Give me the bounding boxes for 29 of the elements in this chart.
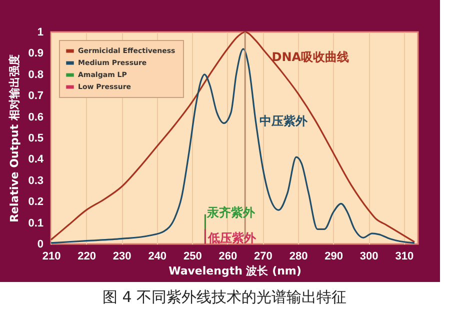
y-tick-label: 0.5 [28, 132, 44, 144]
x-axis-title: Wavelength 波长 (nm) [168, 264, 302, 278]
x-tick-label: 240 [148, 250, 167, 262]
x-tick-label: 300 [360, 250, 378, 262]
x-tick-label: 230 [112, 250, 132, 262]
annotation: 中压紫外 [260, 114, 309, 128]
annotation: 汞齐紫外 [206, 205, 256, 220]
y-axis-title: Relative Output 相对输出强度 [8, 54, 22, 222]
y-tick-label: 0.8 [28, 68, 44, 81]
caption: 图 4 不同紫外线技术的光谱输出特征 [101, 288, 348, 307]
y-tick-label: 0.9 [28, 48, 44, 60]
x-tick-label: 220 [78, 250, 96, 262]
x-tick-label: 280 [289, 250, 308, 262]
y-tick-label: 0.1 [28, 217, 44, 230]
y-tick-label: 0.4 [28, 154, 44, 166]
y-tick-label: 0.3 [28, 174, 44, 187]
x-tick-label: 270 [254, 250, 272, 262]
x-tick-label: 310 [395, 250, 414, 262]
x-tick-label: 260 [218, 250, 238, 262]
annotation: DNA吸收曲线 [272, 50, 350, 64]
y-tick-label: 1 [37, 26, 44, 38]
y-tick-label: 0.2 [28, 196, 44, 208]
y-tick-label: 0.6 [28, 111, 44, 124]
y-tick-label: 0.7 [28, 90, 44, 102]
annotation: 低压紫外 [207, 231, 258, 246]
x-tick-label: 210 [42, 250, 61, 262]
x-tick-label: 250 [183, 250, 202, 262]
x-tick-label: 290 [324, 250, 343, 262]
y-tick-label: 0 [37, 238, 44, 250]
